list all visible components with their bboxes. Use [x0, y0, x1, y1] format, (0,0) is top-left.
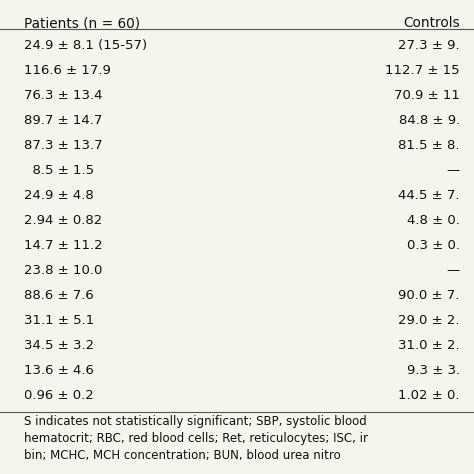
Text: 4.8 ± 0.: 4.8 ± 0.: [407, 214, 460, 227]
Text: 87.3 ± 13.7: 87.3 ± 13.7: [24, 139, 102, 152]
Text: 44.5 ± 7.: 44.5 ± 7.: [398, 189, 460, 202]
Text: 2.94 ± 0.82: 2.94 ± 0.82: [24, 214, 102, 227]
Text: 29.0 ± 2.: 29.0 ± 2.: [398, 314, 460, 327]
Text: Controls: Controls: [403, 17, 460, 30]
Text: 13.6 ± 4.6: 13.6 ± 4.6: [24, 364, 93, 377]
Text: 34.5 ± 3.2: 34.5 ± 3.2: [24, 339, 94, 352]
Text: 31.0 ± 2.: 31.0 ± 2.: [398, 339, 460, 352]
Text: 23.8 ± 10.0: 23.8 ± 10.0: [24, 264, 102, 277]
Text: 14.7 ± 11.2: 14.7 ± 11.2: [24, 239, 102, 252]
Text: S indicates not statistically significant; SBP, systolic blood
hematocrit; RBC, : S indicates not statistically significan…: [24, 415, 368, 462]
Text: 84.8 ± 9.: 84.8 ± 9.: [399, 114, 460, 127]
Text: 112.7 ± 15: 112.7 ± 15: [385, 64, 460, 77]
Text: 90.0 ± 7.: 90.0 ± 7.: [399, 289, 460, 302]
Text: Patients (n = 60): Patients (n = 60): [24, 17, 140, 30]
Text: 81.5 ± 8.: 81.5 ± 8.: [398, 139, 460, 152]
Text: 89.7 ± 14.7: 89.7 ± 14.7: [24, 114, 102, 127]
Text: 88.6 ± 7.6: 88.6 ± 7.6: [24, 289, 93, 302]
Text: 9.3 ± 3.: 9.3 ± 3.: [407, 364, 460, 377]
Text: —: —: [447, 264, 460, 277]
Text: 1.02 ± 0.: 1.02 ± 0.: [398, 389, 460, 402]
Text: 24.9 ± 4.8: 24.9 ± 4.8: [24, 189, 93, 202]
Text: 31.1 ± 5.1: 31.1 ± 5.1: [24, 314, 94, 327]
Text: 8.5 ± 1.5: 8.5 ± 1.5: [24, 164, 94, 177]
Text: 27.3 ± 9.: 27.3 ± 9.: [398, 39, 460, 52]
Text: —: —: [447, 164, 460, 177]
Text: 0.3 ± 0.: 0.3 ± 0.: [407, 239, 460, 252]
Text: 70.9 ± 11: 70.9 ± 11: [394, 89, 460, 102]
Text: 24.9 ± 8.1 (15-57): 24.9 ± 8.1 (15-57): [24, 39, 147, 52]
Text: 116.6 ± 17.9: 116.6 ± 17.9: [24, 64, 110, 77]
Text: 76.3 ± 13.4: 76.3 ± 13.4: [24, 89, 102, 102]
Text: 0.96 ± 0.2: 0.96 ± 0.2: [24, 389, 93, 402]
